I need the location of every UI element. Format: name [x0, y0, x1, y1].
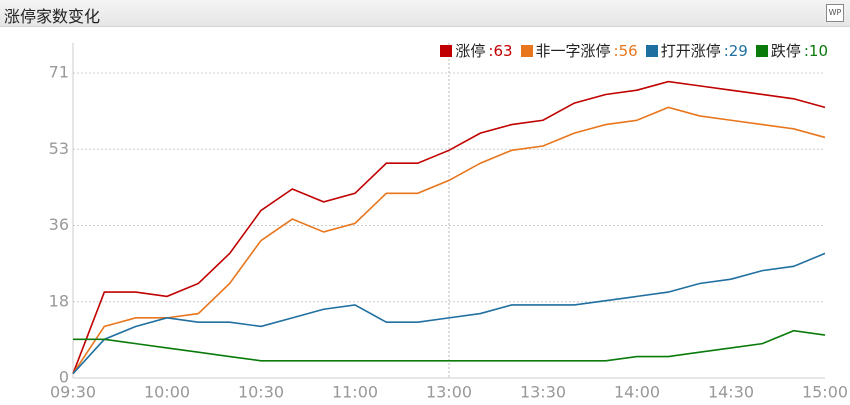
y-tick-label: 53 [49, 139, 69, 158]
legend-swatch [755, 45, 768, 57]
x-tick-label: 15:00 [802, 383, 848, 402]
legend-value: :29 [723, 42, 748, 60]
legend-value: :10 [803, 42, 828, 60]
y-tick-label: 36 [49, 215, 69, 234]
legend-swatch [520, 45, 533, 57]
header: 涨停家数变化 WP [0, 0, 850, 27]
line [72, 80, 826, 374]
legend-swatch [440, 45, 453, 57]
x-tick-label: 14:30 [708, 383, 754, 402]
x-tick-label: 10:00 [144, 383, 190, 402]
legend-name: 跌停 [770, 42, 801, 60]
legend-item[interactable]: 涨停:63 [440, 42, 513, 60]
y-tick-label: 71 [49, 63, 69, 82]
legend: 涨停:63 非一字涨停:56 打开涨停:29 跌停:10 [432, 40, 828, 61]
line [72, 252, 826, 375]
legend-value: :56 [613, 42, 638, 60]
icon[interactable]: WP [826, 4, 844, 22]
x-tick-label: 10:30 [238, 383, 284, 402]
x-tick-label: 09:30 [50, 383, 96, 402]
legend-swatch [645, 45, 658, 57]
x-tick-label: 13:30 [520, 383, 566, 402]
x-tick-label: 13:00 [426, 383, 472, 402]
y-tick-label: 18 [49, 291, 69, 310]
x-tick-label: 14:00 [614, 383, 660, 402]
legend-item[interactable]: 打开涨停:29 [645, 42, 748, 60]
title: 涨停家数变化 [4, 7, 101, 26]
line [73, 329, 826, 362]
legend-name: 涨停 [455, 42, 486, 60]
legend-name: 打开涨停 [660, 42, 721, 60]
x-tick-label: 11:00 [332, 383, 378, 402]
legend-item[interactable]: 跌停:10 [755, 42, 828, 60]
legend-item[interactable]: 非一字涨停:56 [520, 42, 638, 60]
legend-value: :63 [488, 42, 513, 60]
legend-name: 非一字涨停 [535, 42, 611, 60]
y-tick-label: 0 [59, 368, 69, 387]
line [72, 106, 826, 375]
